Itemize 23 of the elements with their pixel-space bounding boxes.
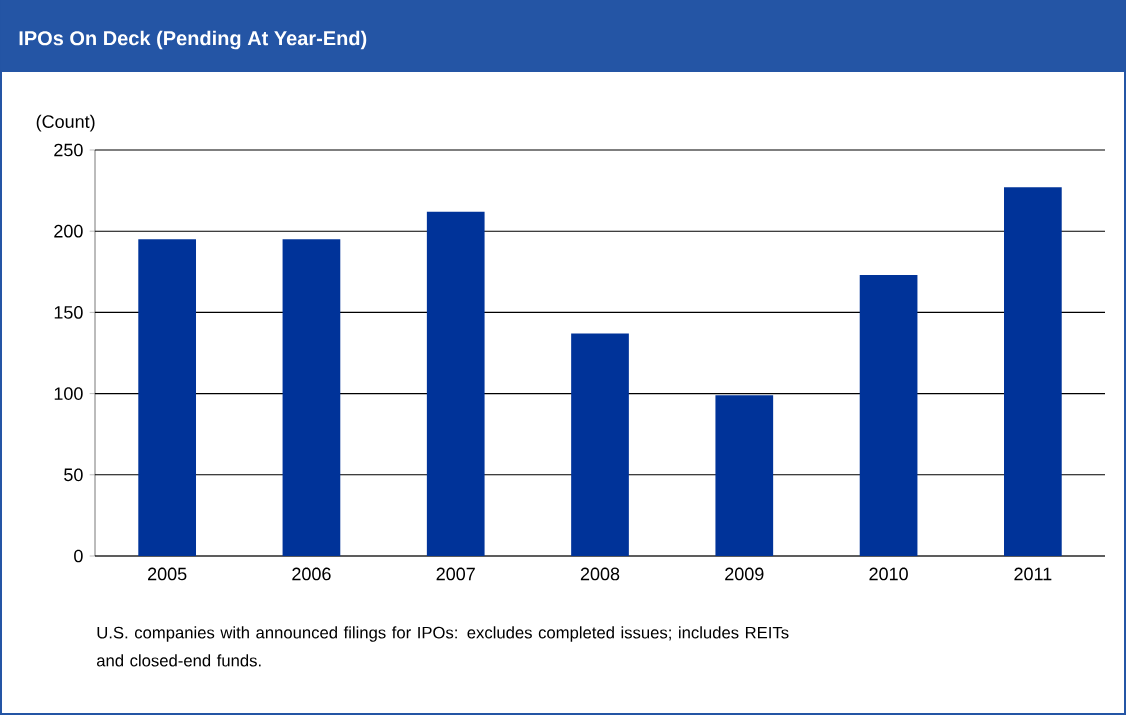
bar: [426, 211, 485, 556]
bar: [282, 239, 341, 556]
y-tick-label: 150: [54, 306, 83, 319]
x-tick-label: 2007: [436, 567, 475, 581]
x-tick-label: 2008: [580, 567, 620, 581]
y-tick-label: 0: [74, 549, 83, 563]
bar: [1004, 187, 1062, 556]
y-axis-title: (Count): [36, 114, 95, 132]
y-tick-label: 100: [54, 387, 83, 400]
bar: [859, 275, 918, 556]
bar: [715, 395, 774, 556]
y-tick-label: 200: [54, 224, 83, 238]
bar: [571, 333, 629, 556]
bar: [138, 239, 197, 556]
y-tick-label: 250: [54, 143, 83, 157]
x-tick-label: 2010: [869, 567, 908, 581]
x-tick-label: 2006: [292, 567, 331, 581]
x-tick-label: 2009: [725, 567, 764, 581]
chart-title: IPOs On Deck (Pending At Year-End): [19, 30, 367, 50]
x-tick-label: 2005: [148, 567, 187, 581]
x-tick-label: 2011: [1014, 567, 1052, 581]
y-tick-label: 50: [64, 468, 83, 482]
text: U.S. companies with announced filings for IPOs: excludes completed issues; includes REITs and closed-end funds.: [96, 626, 789, 667]
